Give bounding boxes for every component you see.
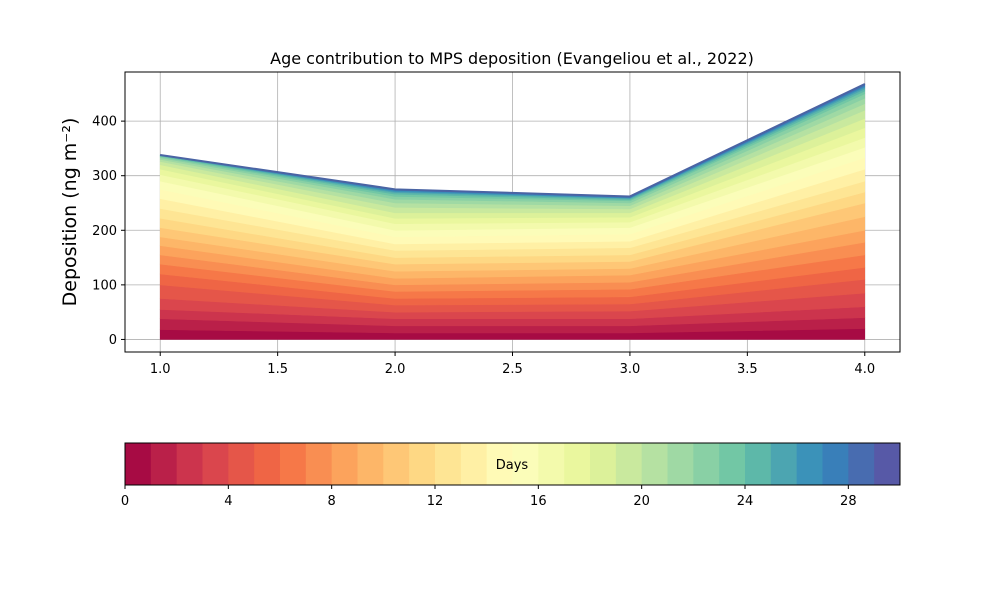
colorbar-swatch: [486, 443, 513, 485]
y-tick-label: 0: [109, 333, 117, 348]
colorbar-swatch: [874, 443, 901, 485]
y-tick-label: 200: [92, 224, 117, 239]
colorbar-tick-label: 16: [530, 494, 547, 509]
colorbar-swatch: [615, 443, 643, 485]
colorbar-swatch: [305, 443, 333, 485]
colorbar-swatch: [280, 443, 307, 485]
main-axes: 1.0 1.5 2.0 2.5 3.0 3.5 4.0 0 100 200 300 400: [92, 71, 901, 377]
colorbar-frame: [124, 442, 901, 486]
colorbar-tick-label: 12: [427, 494, 444, 509]
colorbar-swatch: [460, 443, 488, 485]
colorbar-swatch: [796, 443, 823, 485]
x-tick-label: 3.5: [737, 362, 758, 377]
y-tick-label: 100: [92, 278, 117, 293]
colorbar-tick-label: 8: [328, 494, 336, 509]
colorbar-swatch: [745, 443, 772, 485]
colorbar-swatch: [770, 443, 798, 485]
total-line: [160, 83, 866, 198]
x-tick-label: 3.0: [620, 362, 641, 377]
colorbar-swatch: [719, 443, 746, 485]
x-tick-label: 4.0: [854, 362, 875, 377]
colorbar-tick-label: 20: [633, 494, 650, 509]
colorbar-swatch: [254, 443, 281, 485]
x-tick-label: 2.5: [502, 362, 523, 377]
colorbar-label: Days: [496, 458, 529, 473]
x-tick-label: 2.0: [385, 362, 406, 377]
colorbar-swatch: [202, 443, 229, 485]
colorbar-swatch: [409, 443, 436, 485]
colorbar-swatch: [822, 443, 849, 485]
colorbar-tick-label: 28: [840, 494, 857, 509]
colorbar-tick-label: 0: [121, 494, 129, 509]
colorbar: Days 0 4 8 12 16 20 24 28: [121, 442, 901, 509]
colorbar-swatch: [125, 443, 152, 485]
colorbar-swatch: [435, 443, 462, 485]
colorbar-swatch: [331, 443, 358, 485]
total-deposition-line: [160, 83, 866, 198]
colorbar-swatch: [848, 443, 875, 485]
colorbar-swatch: [150, 443, 178, 485]
colorbar-swatch: [357, 443, 384, 485]
y-axis-ticks: 0 100 200 300 400: [92, 115, 125, 348]
y-tick-label: 400: [92, 115, 117, 130]
x-tick-label: 1.5: [267, 362, 288, 377]
colorbar-swatch: [228, 443, 255, 485]
y-tick-label: 300: [92, 169, 117, 184]
colorbar-swatch: [693, 443, 720, 485]
colorbar-tick-label: 24: [737, 494, 754, 509]
colorbar-ticks: 0 4 8 12 16 20 24 28: [121, 485, 857, 509]
colorbar-swatches: [125, 443, 901, 485]
colorbar-swatch: [590, 443, 617, 485]
colorbar-swatch: [564, 443, 591, 485]
colorbar-swatch: [512, 443, 539, 485]
y-axis-label: Deposition (ng m⁻²): [59, 118, 81, 307]
x-tick-label: 1.0: [150, 362, 171, 377]
colorbar-swatch: [538, 443, 565, 485]
colorbar-tick-label: 4: [224, 494, 232, 509]
chart-title: Age contribution to MPS deposition (Evan…: [270, 49, 754, 68]
x-axis-ticks: 1.0 1.5 2.0 2.5 3.0 3.5 4.0: [150, 352, 875, 377]
colorbar-swatch: [641, 443, 668, 485]
colorbar-swatch: [176, 443, 203, 485]
colorbar-swatch: [383, 443, 410, 485]
colorbar-swatch: [667, 443, 694, 485]
